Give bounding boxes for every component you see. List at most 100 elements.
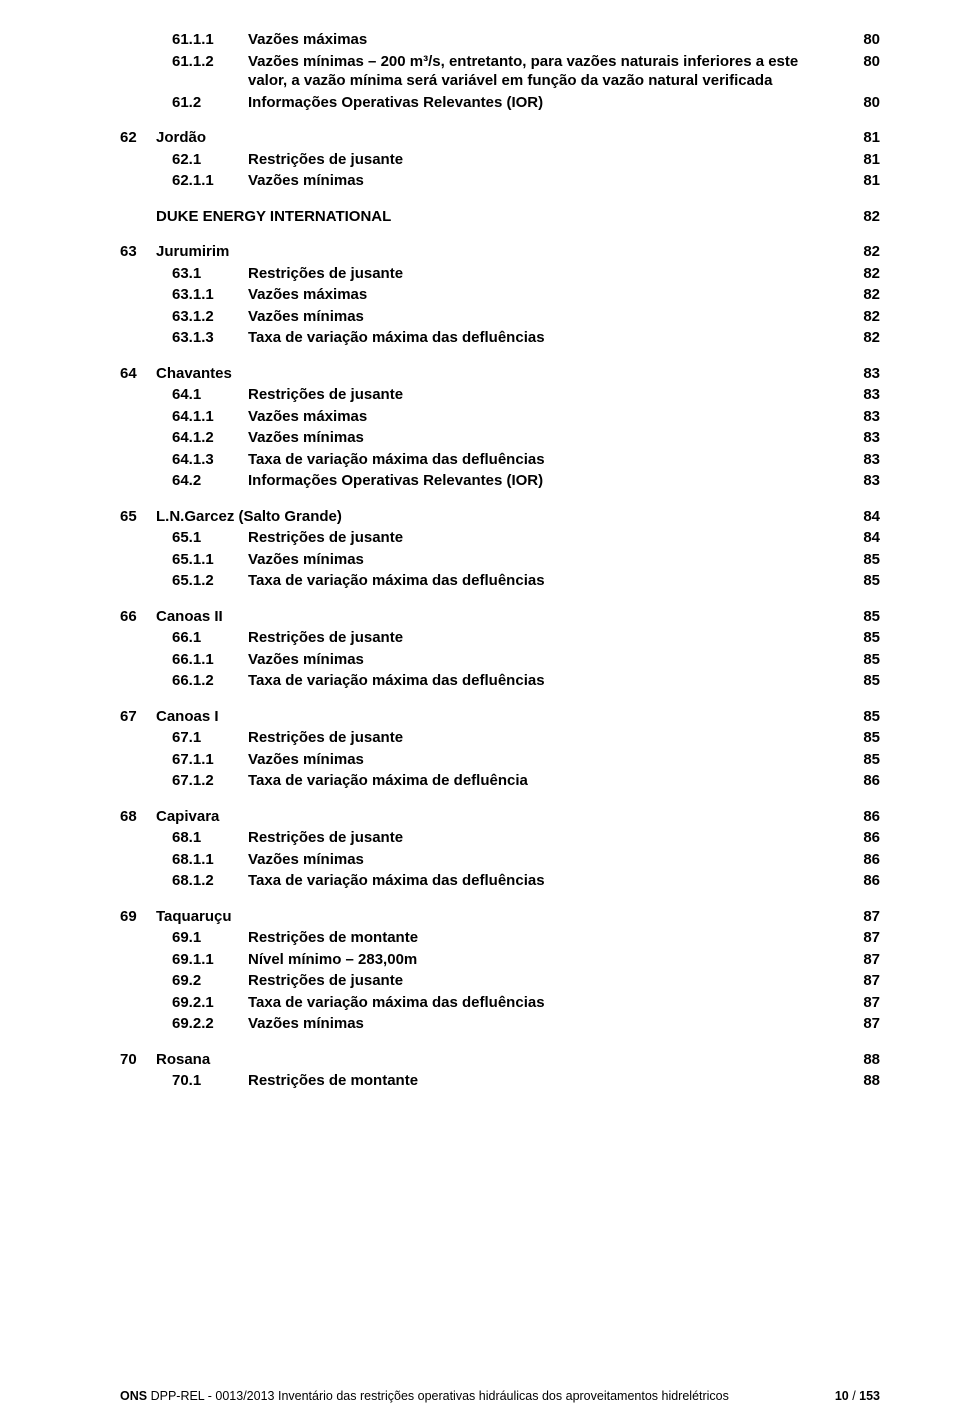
footer-page-total: 153: [859, 1389, 880, 1403]
toc-entry-number: 66: [120, 607, 156, 627]
toc-entry-page: 88: [853, 1050, 880, 1070]
toc-entry: 65L.N.Garcez (Salto Grande)84: [120, 507, 880, 527]
toc-entry-number: 69.2.2: [172, 1014, 248, 1034]
toc-entry: 69.1.1Nível mínimo – 283,00m87: [120, 950, 880, 970]
toc-entry-page: 86: [853, 771, 880, 791]
toc-entry: 63.1Restrições de jusante82: [120, 264, 880, 284]
toc-entry-left: 61.1.2Vazões mínimas – 200 m³/s, entreta…: [120, 52, 853, 91]
toc-entry-number: 70: [120, 1050, 156, 1070]
toc-entry: 63.1.1Vazões máximas82: [120, 285, 880, 305]
toc-entry-left: 64.1.2Vazões mínimas: [120, 428, 853, 448]
toc-entry-page: 81: [853, 128, 880, 148]
toc-entry-left: 67.1.2Taxa de variação máxima de defluên…: [120, 771, 853, 791]
toc-entry: 64Chavantes83: [120, 364, 880, 384]
toc-entry-label: Vazões máximas: [248, 30, 387, 50]
table-of-contents: 61.1.1Vazões máximas8061.1.2Vazões mínim…: [120, 30, 880, 1369]
toc-entry: 66.1.1Vazões mínimas85: [120, 650, 880, 670]
toc-entry-label: Restrições de jusante: [248, 728, 423, 748]
toc-entry-page: 81: [853, 150, 880, 170]
toc-entry: 61.1.1Vazões máximas80: [120, 30, 880, 50]
toc-entry-label: Restrições de jusante: [248, 528, 423, 548]
toc-entry: 64.1.2Vazões mínimas83: [120, 428, 880, 448]
toc-entry: 61.2Informações Operativas Relevantes (I…: [120, 93, 880, 113]
toc-entry-number: 64.1.1: [172, 407, 248, 427]
toc-entry-number: 62.1.1: [172, 171, 248, 191]
toc-entry-label: Vazões mínimas: [248, 428, 384, 448]
toc-gap: [120, 193, 880, 207]
toc-entry: 68Capivara86: [120, 807, 880, 827]
toc-entry: 64.1.3Taxa de variação máxima das defluê…: [120, 450, 880, 470]
toc-entry-page: 84: [853, 507, 880, 527]
toc-entry-left: 70Rosana: [120, 1050, 853, 1070]
toc-entry-label: Vazões mínimas: [248, 171, 384, 191]
toc-entry-page: 88: [853, 1071, 880, 1091]
toc-entry: 70.1Restrições de montante88: [120, 1071, 880, 1091]
toc-entry-page: 87: [853, 993, 880, 1013]
toc-gap: [120, 793, 880, 807]
toc-entry-page: 82: [853, 328, 880, 348]
toc-entry-label: Chavantes: [156, 364, 252, 384]
toc-entry-label: Taxa de variação máxima das defluências: [248, 871, 565, 891]
toc-entry-number: 64.1.2: [172, 428, 248, 448]
toc-entry: 67.1.1Vazões mínimas 85: [120, 750, 880, 770]
toc-entry: 67.1Restrições de jusante85: [120, 728, 880, 748]
toc-entry-number: 62: [120, 128, 156, 148]
toc-entry: 64.2Informações Operativas Relevantes (I…: [120, 471, 880, 491]
toc-entry: 68.1Restrições de jusante86: [120, 828, 880, 848]
toc-entry-number: 66.1.1: [172, 650, 248, 670]
toc-entry-number: 61.1.2: [172, 52, 248, 72]
toc-entry-page: 83: [853, 407, 880, 427]
toc-entry: 65.1Restrições de jusante84: [120, 528, 880, 548]
toc-entry-number: 65: [120, 507, 156, 527]
toc-entry-label: Restrições de jusante: [248, 828, 423, 848]
toc-entry-left: 66.1.1Vazões mínimas: [120, 650, 853, 670]
toc-entry-left: 68.1.2Taxa de variação máxima das defluê…: [120, 871, 853, 891]
toc-entry-label: Vazões mínimas: [248, 550, 384, 570]
toc-entry-number: 65.1.1: [172, 550, 248, 570]
toc-entry-page: 85: [853, 750, 880, 770]
toc-entry-number: 63: [120, 242, 156, 262]
toc-entry-label: Informações Operativas Relevantes (IOR): [248, 93, 563, 113]
toc-entry-page: 86: [853, 807, 880, 827]
toc-entry-left: 67.1Restrições de jusante: [120, 728, 853, 748]
toc-entry-label: DUKE ENERGY INTERNATIONAL: [156, 207, 411, 227]
toc-entry: 64.1Restrições de jusante83: [120, 385, 880, 405]
toc-entry-number: 64.1.3: [172, 450, 248, 470]
toc-entry-left: 65L.N.Garcez (Salto Grande): [120, 507, 853, 527]
toc-entry-left: 67Canoas I: [120, 707, 853, 727]
toc-entry: 63Jurumirim82: [120, 242, 880, 262]
toc-entry-left: 63.1Restrições de jusante: [120, 264, 853, 284]
toc-entry-left: 62.1.1Vazões mínimas: [120, 171, 853, 191]
toc-entry: 69.2Restrições de jusante87: [120, 971, 880, 991]
toc-entry-left: 61.1.1Vazões máximas: [120, 30, 853, 50]
toc-entry-page: 86: [853, 871, 880, 891]
toc-entry-left: 64.1Restrições de jusante: [120, 385, 853, 405]
toc-entry-number: 66.1: [172, 628, 248, 648]
toc-entry: 63.1.3Taxa de variação máxima das defluê…: [120, 328, 880, 348]
toc-entry-page: 82: [853, 207, 880, 227]
toc-entry-number: 69.2.1: [172, 993, 248, 1013]
toc-entry-label: Rosana: [156, 1050, 230, 1070]
toc-entry-label: Taxa de variação máxima das defluências: [248, 993, 565, 1013]
toc-gap: [120, 493, 880, 507]
toc-entry-label: Taxa de variação máxima das defluências: [248, 671, 565, 691]
toc-entry-label: Vazões mínimas: [248, 1014, 384, 1034]
toc-entry-page: 84: [853, 528, 880, 548]
toc-entry-left: 62.1Restrições de jusante: [120, 150, 853, 170]
toc-entry-number: 63.1.2: [172, 307, 248, 327]
toc-entry-number: 64: [120, 364, 156, 384]
toc-entry: 64.1.1Vazões máximas83: [120, 407, 880, 427]
toc-entry: 62.1Restrições de jusante81: [120, 150, 880, 170]
toc-entry: 69.1Restrições de montante87: [120, 928, 880, 948]
toc-entry: 66.1.2Taxa de variação máxima das defluê…: [120, 671, 880, 691]
toc-entry-left: 69.1.1Nível mínimo – 283,00m: [120, 950, 853, 970]
toc-entry-left: 64Chavantes: [120, 364, 853, 384]
toc-entry: 69.2.2Vazões mínimas87: [120, 1014, 880, 1034]
toc-entry-label: Taxa de variação máxima de defluência: [248, 771, 548, 791]
toc-entry-left: 68.1.1Vazões mínimas: [120, 850, 853, 870]
toc-entry-label: Vazões mínimas: [248, 750, 384, 770]
toc-entry-left: 62Jordão: [120, 128, 853, 148]
toc-entry-label: Vazões mínimas: [248, 307, 384, 327]
toc-entry-label: Jurumirim: [156, 242, 249, 262]
toc-entry-number: 67.1.1: [172, 750, 248, 770]
